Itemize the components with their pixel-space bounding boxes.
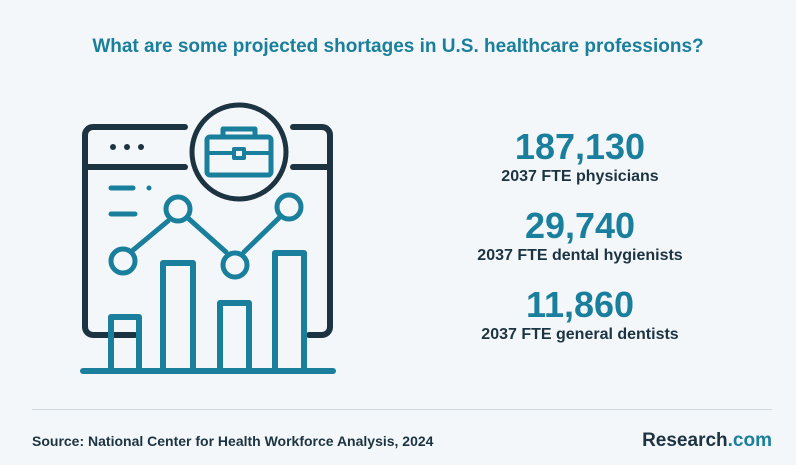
stat-dental-hygienists: 29,740 2037 FTE dental hygienists — [440, 207, 720, 266]
stat-value: 187,130 — [514, 126, 646, 167]
footer-divider — [32, 409, 772, 410]
source-note: Source: National Center for Health Workf… — [32, 433, 434, 449]
page-title: What are some projected shortages in U.S… — [92, 36, 704, 57]
stat-value: 11,860 — [525, 284, 635, 325]
stat-general-dentists: 11,860 2037 FTE general dentists — [440, 286, 720, 345]
logo-tld: .com — [727, 430, 772, 451]
logo-name: Research — [642, 430, 728, 451]
stats-panel: 187,130 2037 FTE physicians 29,740 2037 … — [440, 128, 720, 365]
stat-value: 29,740 — [524, 205, 636, 246]
stat-label: 2037 FTE general dentists — [481, 326, 679, 343]
stat-label: 2037 FTE dental hygienists — [477, 247, 683, 264]
browser-chart-illustration-icon — [75, 95, 340, 385]
stat-label: 2037 FTE physicians — [501, 168, 659, 185]
stat-physicians: 187,130 2037 FTE physicians — [440, 128, 720, 187]
research-com-logo: Research.com — [642, 430, 772, 452]
